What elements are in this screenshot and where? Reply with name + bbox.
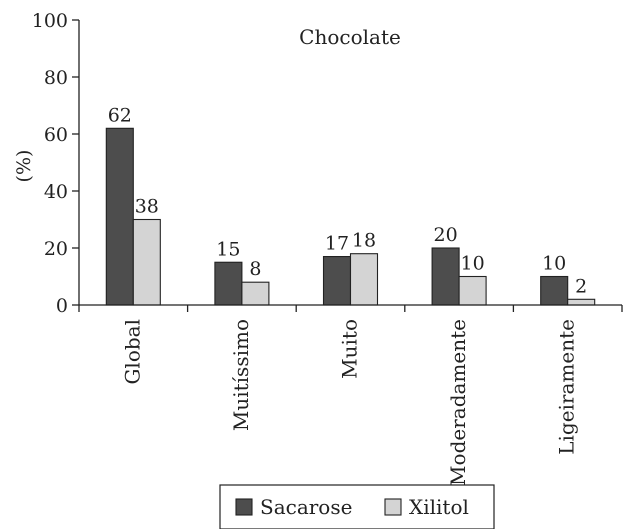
data-label: 20 xyxy=(434,224,458,246)
bar-sacarose xyxy=(540,275,569,306)
legend-label: Sacarose xyxy=(260,495,352,519)
y-axis: 0 20 40 60 80 100 xyxy=(32,10,80,317)
bar-xilitol xyxy=(132,218,161,306)
legend-label: Xilitol xyxy=(409,495,469,519)
legend-swatch-sacarose xyxy=(235,498,253,516)
bar-sacarose xyxy=(322,255,352,306)
data-label: 10 xyxy=(461,253,485,275)
data-label: 2 xyxy=(575,275,587,297)
bar-sacarose xyxy=(105,127,134,306)
category-label: Muito xyxy=(338,319,362,379)
data-label: 17 xyxy=(325,233,349,255)
data-label: 18 xyxy=(352,230,376,252)
legend-box xyxy=(219,484,495,529)
y-tick-label: 0 xyxy=(56,295,68,317)
data-label: 62 xyxy=(108,104,132,126)
y-tick-label: 100 xyxy=(32,10,68,32)
category-label: Moderadamente xyxy=(446,319,470,486)
data-label: 15 xyxy=(216,238,240,260)
x-axis: Global Muitíssimo Muito Moderadamente Ligeir… xyxy=(78,304,623,486)
y-tick-label: 20 xyxy=(44,238,68,260)
bar-sacarose xyxy=(214,261,243,306)
data-label: 38 xyxy=(135,196,159,218)
y-tick-label: 80 xyxy=(44,67,68,89)
category-label: Global xyxy=(120,319,144,385)
y-tick-label: 60 xyxy=(44,124,68,146)
data-label: 8 xyxy=(249,258,261,280)
bar-sacarose xyxy=(431,247,460,306)
category-label: Ligeiramente xyxy=(555,319,579,455)
y-tick-label: 40 xyxy=(44,181,68,203)
legend: Sacarose Xilitol xyxy=(219,484,495,529)
y-axis-label: (%) xyxy=(13,150,35,183)
bar-xilitol xyxy=(349,253,379,306)
bar-xilitol xyxy=(241,281,270,306)
chart-title: Chocolate xyxy=(299,25,401,49)
bar-xilitol xyxy=(567,298,596,306)
bar-xilitol xyxy=(458,275,487,306)
data-label: 10 xyxy=(542,253,566,275)
legend-swatch-xilitol xyxy=(384,498,402,516)
category-label: Muitíssimo xyxy=(229,319,253,431)
